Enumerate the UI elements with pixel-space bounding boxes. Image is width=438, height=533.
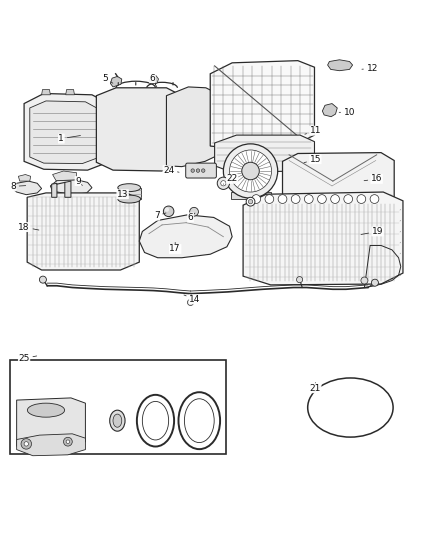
- Circle shape: [163, 206, 174, 216]
- Polygon shape: [17, 398, 85, 449]
- Circle shape: [242, 162, 259, 180]
- Text: 6: 6: [187, 213, 195, 222]
- Circle shape: [361, 277, 368, 284]
- Circle shape: [221, 181, 226, 186]
- Polygon shape: [110, 76, 122, 87]
- Ellipse shape: [118, 195, 141, 203]
- FancyBboxPatch shape: [102, 94, 177, 161]
- Polygon shape: [150, 76, 159, 84]
- Text: 8: 8: [10, 182, 26, 191]
- Circle shape: [318, 195, 326, 204]
- Polygon shape: [12, 181, 42, 195]
- Polygon shape: [166, 87, 223, 167]
- Text: 11: 11: [305, 126, 321, 135]
- Polygon shape: [24, 93, 110, 170]
- Ellipse shape: [118, 184, 141, 191]
- Circle shape: [248, 199, 253, 204]
- Circle shape: [24, 442, 28, 446]
- Text: 12: 12: [362, 64, 378, 73]
- Circle shape: [39, 276, 46, 283]
- Polygon shape: [17, 434, 85, 456]
- Polygon shape: [118, 188, 141, 199]
- Polygon shape: [18, 174, 31, 181]
- Ellipse shape: [137, 395, 174, 447]
- Polygon shape: [66, 90, 74, 95]
- Text: 6: 6: [149, 74, 157, 87]
- Circle shape: [344, 195, 353, 204]
- Ellipse shape: [179, 392, 220, 449]
- Polygon shape: [139, 215, 232, 258]
- Polygon shape: [52, 183, 57, 197]
- FancyBboxPatch shape: [186, 163, 216, 178]
- Circle shape: [278, 195, 287, 204]
- Polygon shape: [96, 88, 182, 171]
- Circle shape: [265, 195, 274, 204]
- Bar: [10, 360, 226, 454]
- Text: 24: 24: [163, 166, 179, 175]
- Circle shape: [66, 440, 70, 443]
- Text: 19: 19: [361, 227, 383, 236]
- Circle shape: [196, 169, 200, 172]
- Ellipse shape: [113, 414, 122, 427]
- Circle shape: [191, 169, 194, 172]
- Polygon shape: [210, 61, 314, 147]
- Circle shape: [217, 177, 230, 189]
- Text: 9: 9: [75, 176, 82, 185]
- Circle shape: [187, 300, 194, 305]
- Text: 15: 15: [304, 155, 321, 164]
- Polygon shape: [231, 192, 271, 199]
- Text: 5: 5: [102, 74, 113, 83]
- Text: 21: 21: [310, 383, 321, 393]
- Text: 18: 18: [18, 223, 39, 231]
- Polygon shape: [215, 135, 314, 172]
- Polygon shape: [322, 103, 337, 117]
- Circle shape: [246, 197, 255, 206]
- Polygon shape: [243, 192, 403, 285]
- Circle shape: [21, 439, 32, 449]
- Ellipse shape: [184, 399, 214, 442]
- Text: 1: 1: [58, 134, 81, 143]
- Circle shape: [297, 277, 303, 282]
- Circle shape: [371, 279, 378, 286]
- Text: 25: 25: [18, 354, 37, 363]
- Circle shape: [165, 207, 169, 212]
- Circle shape: [291, 195, 300, 204]
- Circle shape: [252, 195, 261, 204]
- Text: 14: 14: [184, 295, 201, 304]
- Ellipse shape: [308, 378, 393, 437]
- Circle shape: [357, 195, 366, 204]
- Text: 16: 16: [364, 174, 382, 183]
- Text: 10: 10: [339, 108, 355, 117]
- Circle shape: [331, 195, 339, 204]
- Polygon shape: [50, 180, 92, 195]
- Text: 22: 22: [223, 174, 238, 184]
- Polygon shape: [53, 171, 77, 181]
- Circle shape: [190, 207, 198, 216]
- Circle shape: [64, 437, 72, 446]
- Ellipse shape: [110, 410, 125, 431]
- Text: 13: 13: [117, 190, 128, 199]
- Circle shape: [230, 150, 272, 192]
- Text: 17: 17: [170, 243, 181, 254]
- Polygon shape: [65, 181, 71, 197]
- Ellipse shape: [27, 403, 64, 417]
- Text: 7: 7: [154, 211, 166, 220]
- Circle shape: [223, 144, 278, 198]
- Circle shape: [201, 169, 205, 172]
- Polygon shape: [27, 193, 139, 270]
- Ellipse shape: [142, 401, 169, 440]
- Circle shape: [304, 195, 313, 204]
- Polygon shape: [328, 60, 353, 71]
- Circle shape: [370, 195, 379, 204]
- Polygon shape: [283, 152, 394, 206]
- Polygon shape: [30, 101, 100, 164]
- Polygon shape: [42, 90, 50, 95]
